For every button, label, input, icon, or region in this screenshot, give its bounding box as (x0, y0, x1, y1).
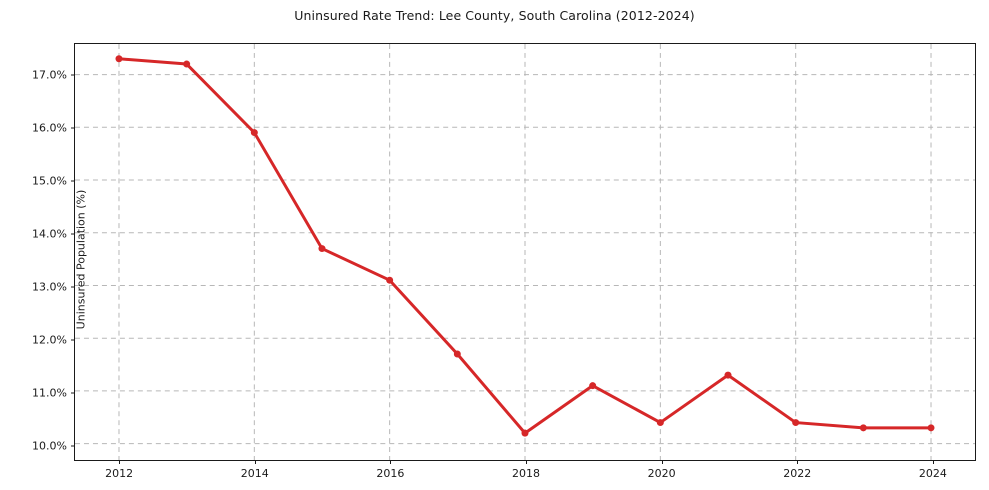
data-point-marker (589, 382, 597, 390)
x-tick-label: 2022 (783, 467, 812, 480)
data-point-marker (724, 371, 732, 379)
chart-title: Uninsured Rate Trend: Lee County, South … (294, 8, 695, 23)
data-point-marker (521, 429, 529, 437)
x-tick-label: 2020 (647, 467, 676, 480)
x-tick-label: 2024 (918, 467, 947, 480)
line-series-uninsured-rate (115, 55, 935, 437)
series-line (117, 57, 933, 435)
x-tick-mark (661, 460, 663, 464)
y-axis-label: Uninsured Population (%) (74, 189, 88, 330)
x-tick-label: 2012 (105, 467, 134, 480)
y-tick-mark (71, 392, 75, 394)
y-tick-mark (71, 286, 75, 288)
data-point-marker (927, 424, 935, 432)
x-tick-mark (390, 460, 392, 464)
y-tick-mark (71, 180, 75, 182)
x-tick-label: 2014 (240, 467, 269, 480)
y-tick-label: 11.0% (32, 386, 67, 400)
y-tick-label: 16.0% (32, 121, 67, 135)
y-tick-mark (71, 233, 75, 235)
grid-lines (75, 44, 975, 460)
y-tick-label: 13.0% (32, 280, 67, 294)
data-point-marker (318, 245, 326, 253)
y-tick-mark (71, 127, 75, 129)
plot-area: Uninsured Population (%) 10.0% 11.0% 12.0%… (32, 43, 976, 480)
data-point-marker (453, 350, 461, 358)
data-point-marker (859, 424, 867, 432)
data-point-marker (656, 419, 664, 427)
y-tick-label: 14.0% (32, 227, 67, 241)
x-tick-mark (119, 460, 121, 464)
x-tick-mark (526, 460, 527, 464)
y-tick-label: 17.0% (32, 68, 67, 82)
x-tick-mark (932, 460, 934, 464)
data-point-marker (115, 55, 123, 63)
data-point-marker (386, 276, 394, 284)
y-tick-mark (71, 74, 75, 76)
data-point-marker (250, 129, 258, 137)
data-point-marker (183, 60, 191, 68)
x-tick-mark (254, 460, 256, 464)
y-tick-mark (71, 339, 75, 341)
y-tick-label: 12.0% (32, 333, 67, 347)
x-tick-mark (797, 460, 799, 464)
y-tick-label: 10.0% (32, 439, 67, 453)
data-point-marker (792, 419, 800, 427)
x-tick-label: 2016 (376, 467, 405, 480)
x-tick-label: 2018 (512, 467, 540, 480)
y-tick-label: 15.0% (32, 174, 67, 188)
y-tick-mark (71, 445, 75, 447)
